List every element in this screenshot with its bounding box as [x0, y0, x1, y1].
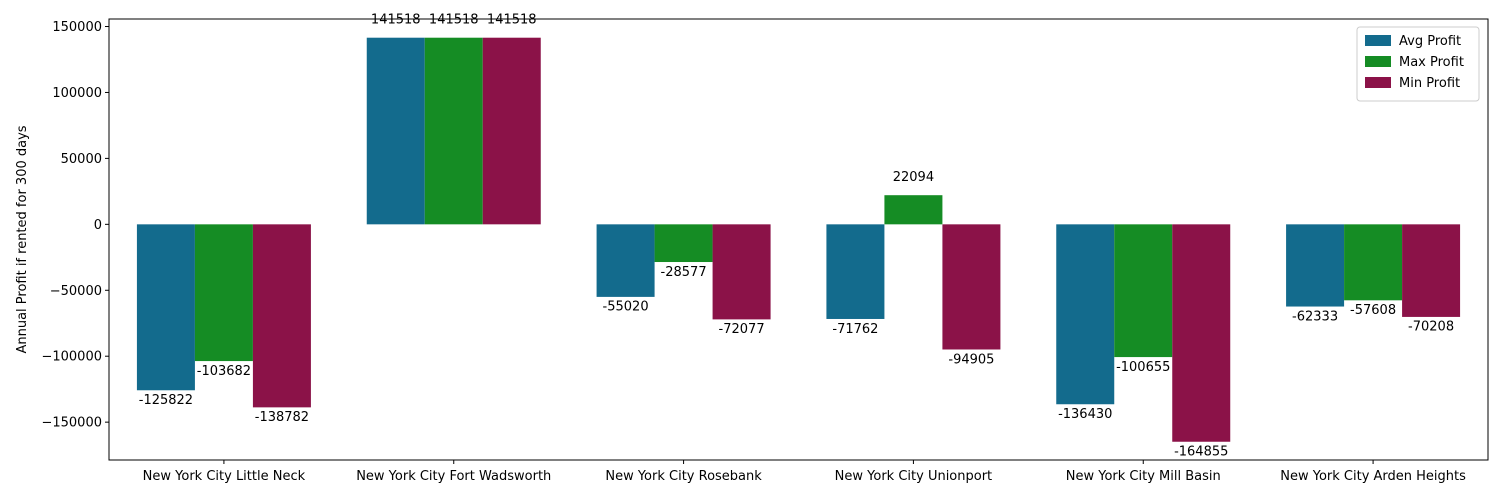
y-tick-label: −100000	[41, 350, 102, 365]
x-tick-label: New York City Fort Wadsworth	[356, 469, 551, 484]
x-tick-label: New York City Rosebank	[605, 469, 762, 484]
data-label: -70208	[1408, 320, 1454, 335]
data-label: 141518	[429, 13, 479, 28]
bar	[1056, 224, 1115, 405]
plot-frame	[108, 18, 1489, 461]
bar	[194, 224, 253, 362]
bar	[1402, 224, 1461, 317]
y-axis-label: Annual Profit if rented for 300 days	[15, 125, 30, 353]
data-label: -72077	[719, 322, 765, 337]
bar	[596, 224, 655, 297]
data-label: -57608	[1350, 303, 1396, 318]
data-label: -136430	[1058, 407, 1112, 422]
legend-swatch	[1365, 77, 1391, 88]
x-tick-label: New York City Little Neck	[143, 469, 306, 484]
legend-label: Min Profit	[1399, 76, 1460, 91]
bar	[424, 37, 483, 225]
data-label: 22094	[893, 170, 934, 185]
x-axis: New York City Little Neck New York City F…	[143, 460, 1466, 484]
x-tick-label: New York City Mill Basin	[1066, 469, 1221, 484]
data-label: 141518	[371, 13, 421, 28]
bar	[826, 224, 885, 319]
bar	[654, 224, 713, 263]
bar	[884, 195, 943, 225]
data-label: -164855	[1174, 445, 1228, 460]
bars-group	[136, 37, 1461, 442]
bar	[252, 224, 311, 408]
data-label: -100655	[1116, 360, 1170, 375]
legend-swatch	[1365, 35, 1391, 46]
data-label: 141518	[487, 13, 537, 28]
data-label: -103682	[197, 364, 251, 379]
bar	[1172, 224, 1231, 442]
bar	[942, 224, 1001, 350]
y-tick-label: 0	[94, 218, 102, 233]
x-tick-label: New York City Arden Heights	[1280, 469, 1466, 484]
y-tick-label: −150000	[41, 416, 102, 431]
data-label: -55020	[603, 300, 649, 315]
data-label: -28577	[661, 265, 707, 280]
y-tick-label: 50000	[61, 152, 102, 167]
legend-swatch	[1365, 56, 1391, 67]
y-tick-label: −50000	[50, 284, 102, 299]
data-label: -125822	[139, 393, 193, 408]
data-label: -94905	[948, 352, 994, 367]
data-labels-group: -125822 -103682 -138782 141518 141518 141518 -…	[139, 13, 1454, 460]
bar	[136, 224, 195, 391]
legend-label: Max Profit	[1399, 55, 1464, 70]
bar	[1286, 224, 1345, 307]
y-tick-label: 100000	[52, 86, 102, 101]
bar	[482, 37, 541, 225]
bar	[366, 37, 425, 225]
data-label: -138782	[255, 410, 309, 425]
bar	[712, 224, 771, 320]
legend: Avg Profit Max Profit Min Profit	[1356, 26, 1480, 102]
bar	[1114, 224, 1173, 358]
x-tick-label: New York City Unionport	[835, 469, 992, 484]
legend-label: Avg Profit	[1399, 34, 1461, 49]
data-label: -62333	[1292, 309, 1338, 324]
y-tick-label: 150000	[52, 20, 102, 35]
data-label: -71762	[832, 322, 878, 337]
bar	[1344, 224, 1403, 301]
y-axis: −150000 −100000 −50000 0 50000 100000 150000	[41, 20, 109, 431]
